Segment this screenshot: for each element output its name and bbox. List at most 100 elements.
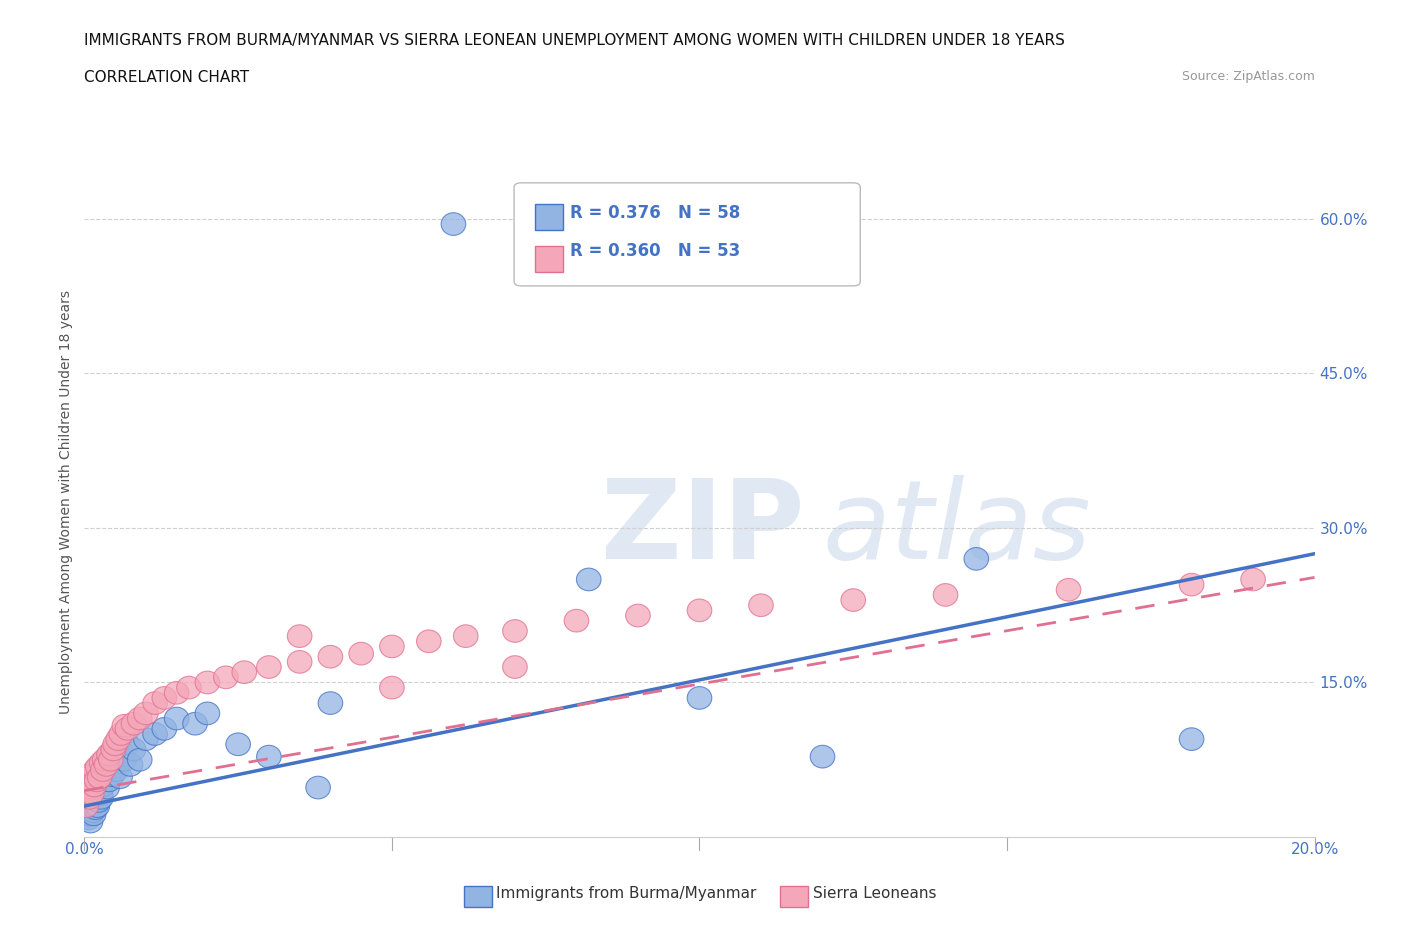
Ellipse shape: [287, 625, 312, 647]
Ellipse shape: [112, 749, 136, 771]
Ellipse shape: [86, 755, 110, 778]
Ellipse shape: [195, 702, 219, 724]
Ellipse shape: [1180, 728, 1204, 751]
Ellipse shape: [87, 766, 112, 789]
Ellipse shape: [86, 790, 111, 812]
Ellipse shape: [80, 764, 105, 787]
Ellipse shape: [143, 692, 167, 714]
Text: Source: ZipAtlas.com: Source: ZipAtlas.com: [1181, 70, 1315, 83]
Ellipse shape: [165, 707, 188, 730]
Ellipse shape: [214, 666, 238, 688]
Ellipse shape: [84, 787, 108, 809]
Ellipse shape: [257, 745, 281, 768]
Ellipse shape: [93, 769, 117, 791]
Ellipse shape: [86, 777, 110, 799]
Ellipse shape: [564, 609, 589, 632]
Ellipse shape: [112, 714, 136, 737]
Ellipse shape: [79, 795, 103, 817]
Ellipse shape: [503, 656, 527, 678]
Ellipse shape: [257, 656, 281, 678]
Ellipse shape: [83, 797, 108, 819]
Ellipse shape: [183, 712, 208, 735]
Y-axis label: Unemployment Among Women with Children Under 18 years: Unemployment Among Women with Children U…: [59, 290, 73, 714]
Ellipse shape: [115, 733, 139, 755]
Ellipse shape: [82, 774, 107, 797]
Ellipse shape: [318, 692, 343, 714]
Ellipse shape: [128, 707, 152, 730]
Ellipse shape: [100, 764, 124, 787]
Text: R = 0.376   N = 58: R = 0.376 N = 58: [571, 205, 741, 222]
Ellipse shape: [226, 733, 250, 755]
Ellipse shape: [104, 759, 129, 781]
Ellipse shape: [121, 712, 146, 735]
Ellipse shape: [82, 803, 105, 826]
Ellipse shape: [84, 795, 110, 817]
Ellipse shape: [75, 795, 98, 817]
Ellipse shape: [75, 805, 98, 828]
Ellipse shape: [152, 686, 177, 710]
Ellipse shape: [82, 790, 105, 812]
Text: R = 0.360   N = 53: R = 0.360 N = 53: [571, 242, 741, 259]
Ellipse shape: [453, 625, 478, 647]
Ellipse shape: [115, 718, 139, 740]
Ellipse shape: [416, 630, 441, 653]
Ellipse shape: [98, 743, 122, 766]
Ellipse shape: [103, 751, 128, 774]
Ellipse shape: [108, 766, 132, 789]
Ellipse shape: [91, 759, 115, 781]
Ellipse shape: [380, 635, 405, 658]
Ellipse shape: [177, 676, 201, 699]
Ellipse shape: [965, 548, 988, 570]
Ellipse shape: [749, 594, 773, 617]
Ellipse shape: [96, 749, 120, 771]
Ellipse shape: [934, 584, 957, 606]
Ellipse shape: [90, 764, 114, 787]
Ellipse shape: [841, 589, 866, 611]
Ellipse shape: [83, 759, 108, 781]
Ellipse shape: [94, 777, 120, 799]
Text: IMMIGRANTS FROM BURMA/MYANMAR VS SIERRA LEONEAN UNEMPLOYMENT AMONG WOMEN WITH CH: IMMIGRANTS FROM BURMA/MYANMAR VS SIERRA …: [84, 33, 1066, 47]
Ellipse shape: [688, 599, 711, 621]
Ellipse shape: [75, 800, 100, 822]
Ellipse shape: [134, 728, 159, 751]
Ellipse shape: [810, 745, 835, 768]
Text: ZIP: ZIP: [602, 475, 804, 582]
Ellipse shape: [77, 803, 101, 826]
Ellipse shape: [90, 759, 115, 781]
Ellipse shape: [97, 769, 121, 791]
Text: Sierra Leoneans: Sierra Leoneans: [813, 886, 936, 901]
Ellipse shape: [503, 619, 527, 643]
Ellipse shape: [76, 807, 101, 830]
Ellipse shape: [110, 723, 134, 745]
Ellipse shape: [1056, 578, 1081, 601]
Ellipse shape: [688, 686, 711, 710]
Ellipse shape: [110, 741, 134, 764]
Ellipse shape: [118, 753, 143, 777]
Ellipse shape: [90, 774, 115, 797]
Ellipse shape: [105, 728, 131, 751]
Ellipse shape: [75, 777, 100, 799]
Ellipse shape: [84, 779, 110, 802]
Ellipse shape: [101, 738, 125, 761]
Text: Immigrants from Burma/Myanmar: Immigrants from Burma/Myanmar: [496, 886, 756, 901]
Ellipse shape: [80, 800, 105, 822]
Ellipse shape: [349, 643, 374, 665]
Text: CORRELATION CHART: CORRELATION CHART: [84, 70, 249, 85]
Ellipse shape: [89, 782, 112, 805]
Ellipse shape: [165, 682, 188, 704]
Ellipse shape: [287, 651, 312, 673]
Ellipse shape: [103, 733, 128, 755]
Ellipse shape: [143, 723, 167, 745]
Ellipse shape: [98, 749, 124, 771]
Ellipse shape: [105, 745, 131, 768]
Ellipse shape: [93, 749, 117, 771]
Ellipse shape: [90, 751, 114, 774]
Ellipse shape: [80, 792, 104, 816]
Ellipse shape: [97, 743, 121, 766]
Ellipse shape: [94, 753, 118, 777]
Ellipse shape: [79, 782, 104, 805]
Ellipse shape: [84, 769, 110, 791]
Ellipse shape: [77, 787, 101, 809]
Ellipse shape: [89, 787, 114, 809]
Ellipse shape: [101, 755, 127, 778]
